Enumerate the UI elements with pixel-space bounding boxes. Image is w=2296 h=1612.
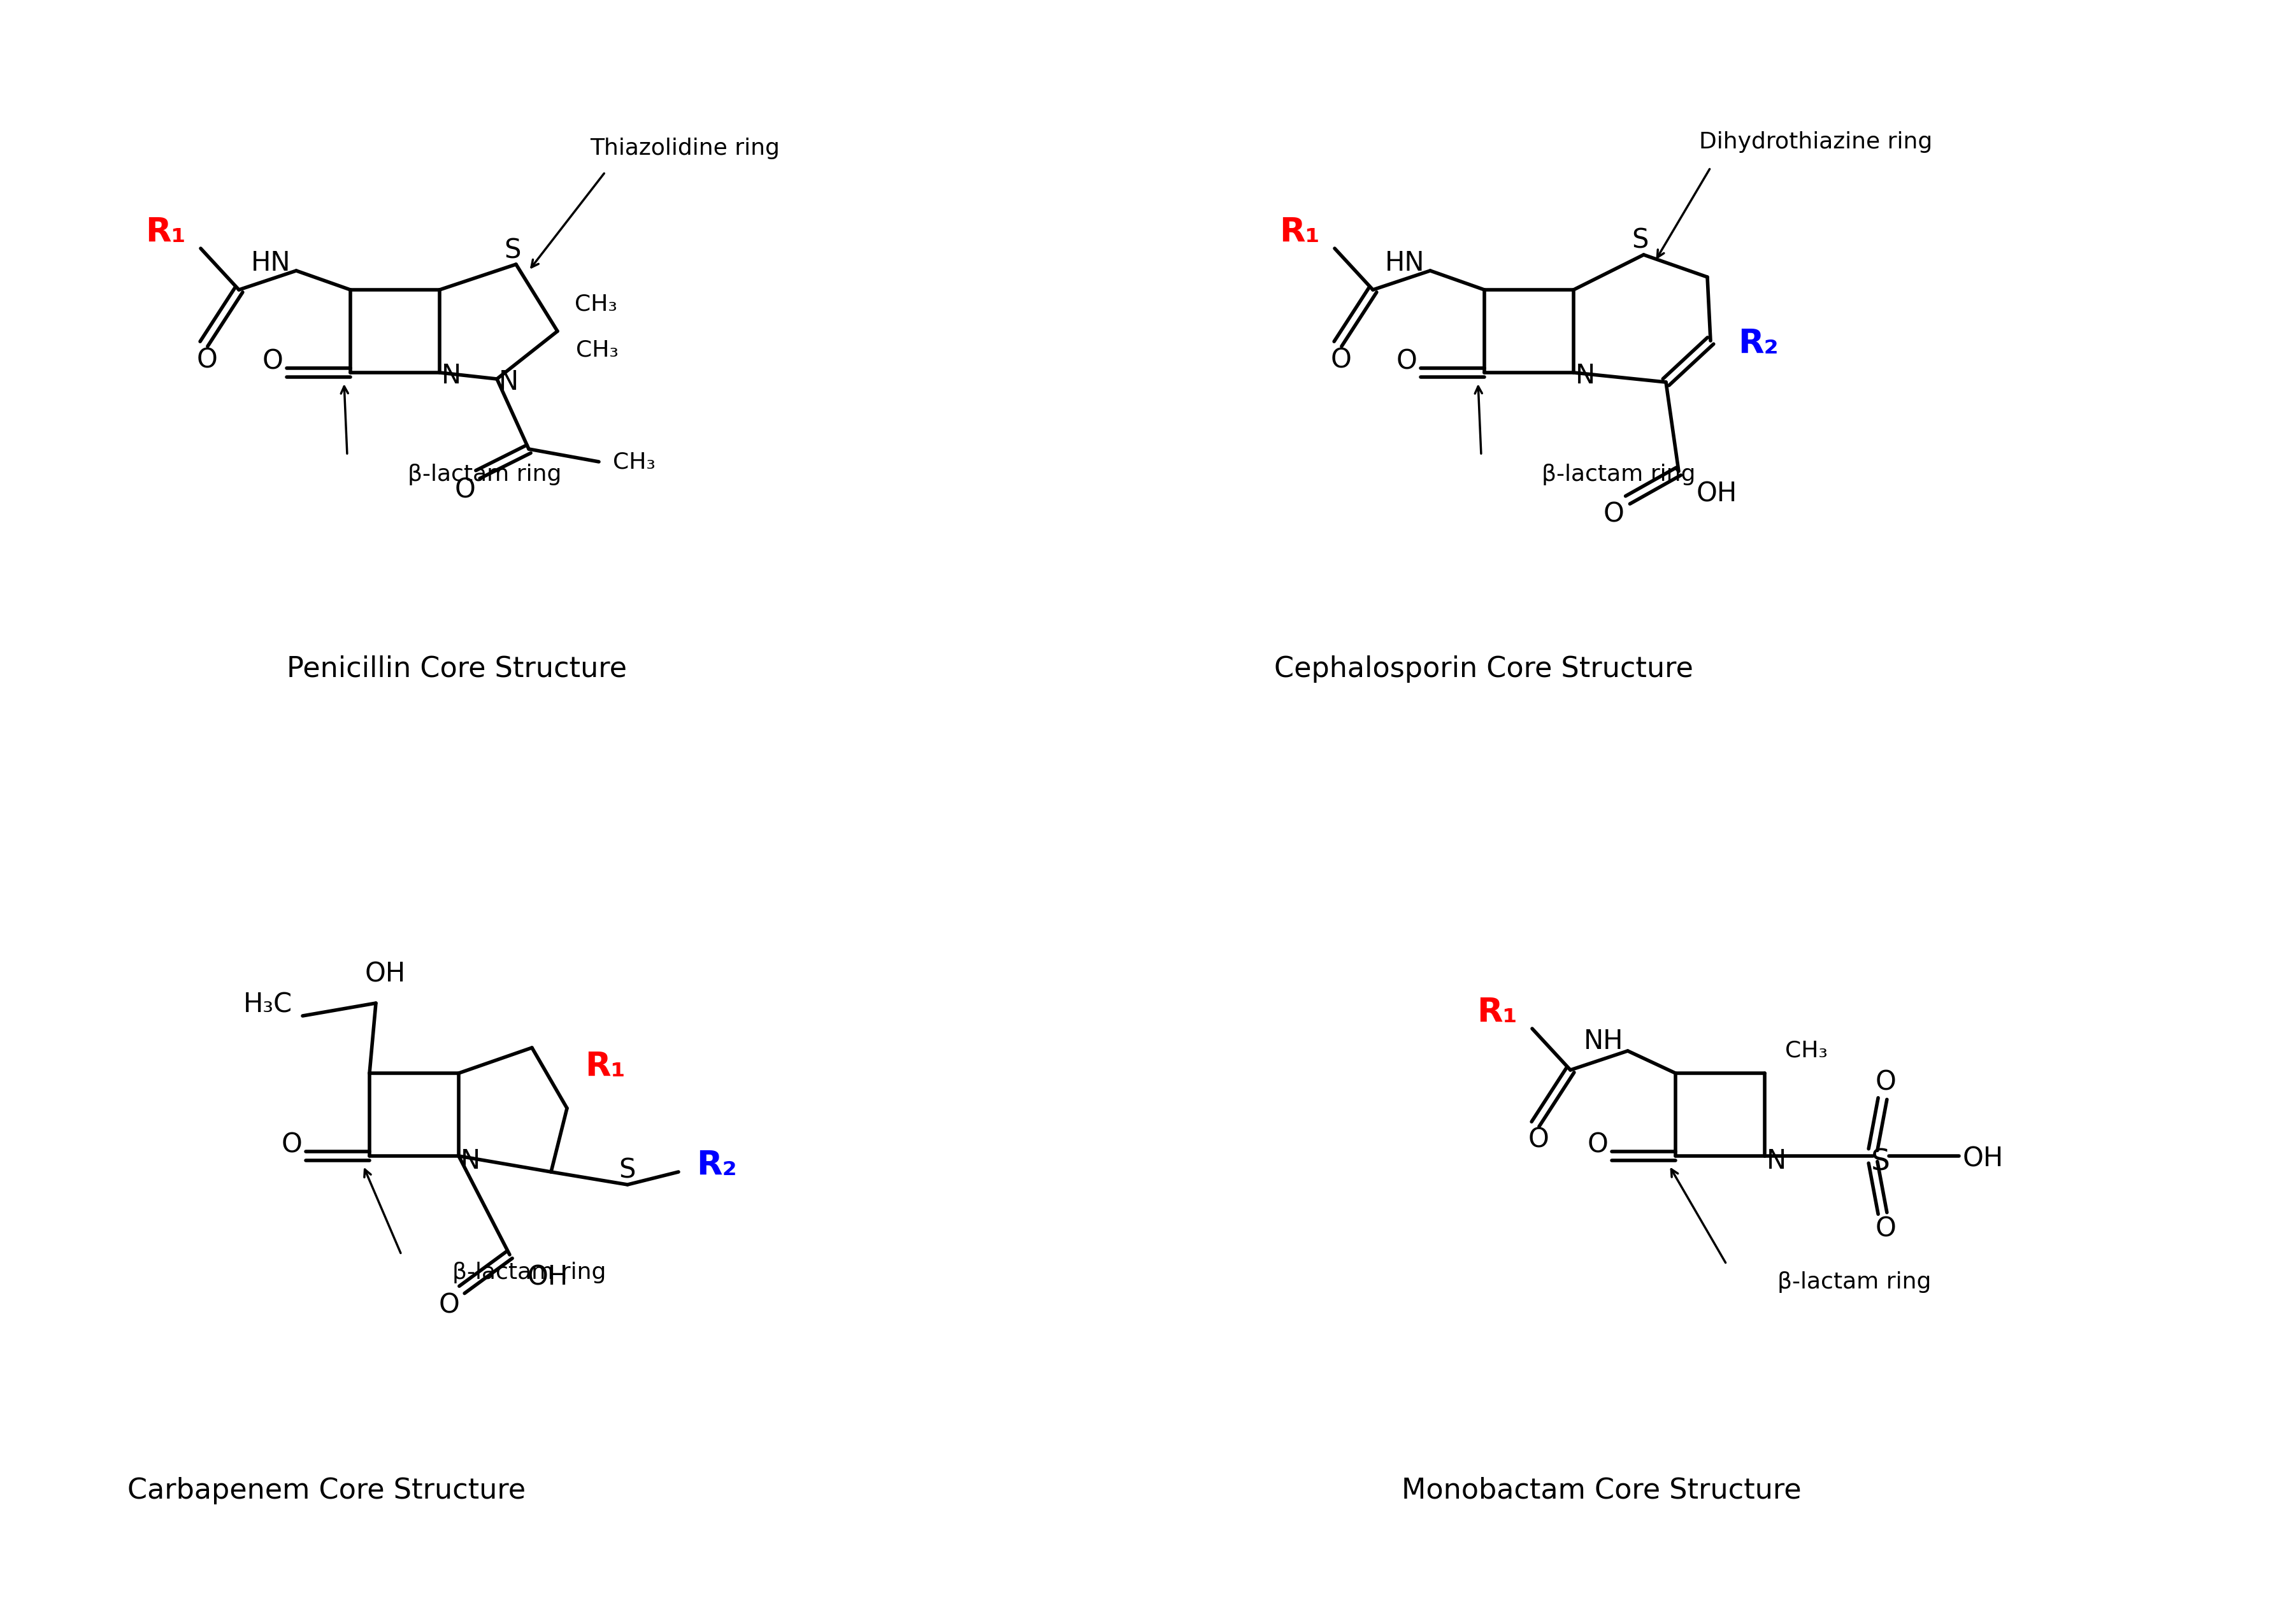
Text: O: O bbox=[455, 477, 475, 505]
Text: Penicillin Core Structure: Penicillin Core Structure bbox=[287, 654, 627, 682]
Text: O: O bbox=[1527, 1127, 1548, 1154]
Text: S: S bbox=[1871, 1148, 1890, 1177]
Text: N: N bbox=[441, 363, 461, 388]
Text: R₂: R₂ bbox=[1738, 327, 1777, 361]
Text: N: N bbox=[1766, 1148, 1786, 1175]
Text: O: O bbox=[1876, 1069, 1896, 1096]
Text: CH₃: CH₃ bbox=[576, 340, 618, 361]
Text: NH: NH bbox=[1584, 1028, 1623, 1054]
Text: O: O bbox=[439, 1293, 459, 1319]
Text: S: S bbox=[505, 237, 521, 264]
Text: OH: OH bbox=[1697, 480, 1736, 508]
Text: R₁: R₁ bbox=[585, 1051, 625, 1083]
Text: CH₃: CH₃ bbox=[613, 451, 654, 472]
Text: N: N bbox=[1575, 363, 1593, 388]
Text: Thiazolidine ring: Thiazolidine ring bbox=[590, 137, 781, 160]
Text: O: O bbox=[262, 348, 282, 374]
Text: Dihydrothiazine ring: Dihydrothiazine ring bbox=[1699, 131, 1931, 153]
Text: β-lactam ring: β-lactam ring bbox=[452, 1262, 606, 1283]
Text: HN: HN bbox=[1384, 250, 1424, 276]
Text: S: S bbox=[620, 1157, 636, 1183]
Text: Cephalosporin Core Structure: Cephalosporin Core Structure bbox=[1274, 654, 1692, 682]
Text: O: O bbox=[1876, 1215, 1896, 1243]
Text: OH: OH bbox=[365, 961, 406, 988]
Text: Monobactam Core Structure: Monobactam Core Structure bbox=[1401, 1477, 1800, 1504]
Text: OH: OH bbox=[528, 1264, 567, 1290]
Text: Carbapenem Core Structure: Carbapenem Core Structure bbox=[126, 1477, 526, 1504]
Text: N: N bbox=[459, 1148, 480, 1175]
Text: R₁: R₁ bbox=[1476, 996, 1518, 1028]
Text: CH₃: CH₃ bbox=[574, 293, 618, 316]
Text: CH₃: CH₃ bbox=[1784, 1040, 1828, 1062]
Text: OH: OH bbox=[1963, 1146, 2002, 1172]
Text: N: N bbox=[498, 369, 519, 395]
Text: β-lactam ring: β-lactam ring bbox=[1777, 1272, 1931, 1293]
Text: R₁: R₁ bbox=[1279, 216, 1320, 248]
Text: O: O bbox=[1603, 501, 1623, 527]
Text: O: O bbox=[1329, 347, 1350, 374]
Text: O: O bbox=[1396, 348, 1417, 374]
Text: HN: HN bbox=[250, 250, 292, 276]
Text: O: O bbox=[197, 347, 218, 374]
Text: R₁: R₁ bbox=[145, 216, 186, 248]
Text: β-lactam ring: β-lactam ring bbox=[409, 464, 560, 485]
Text: O: O bbox=[1587, 1132, 1607, 1157]
Text: R₂: R₂ bbox=[696, 1149, 737, 1182]
Text: S: S bbox=[1632, 227, 1649, 255]
Text: H₃C: H₃C bbox=[243, 991, 292, 1017]
Text: β-lactam ring: β-lactam ring bbox=[1541, 464, 1694, 485]
Text: O: O bbox=[280, 1132, 303, 1157]
